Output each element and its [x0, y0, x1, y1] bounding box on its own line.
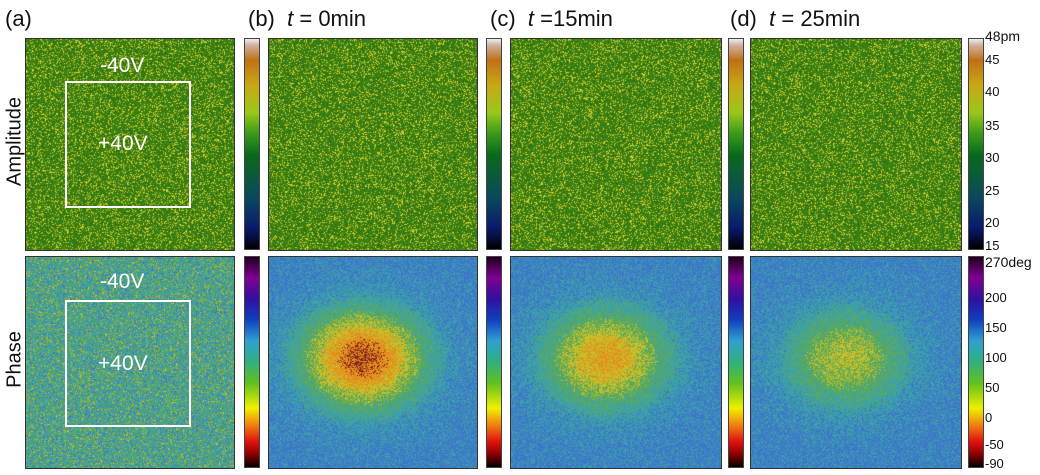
phase-tick: 0	[985, 410, 992, 425]
time: = 0min	[293, 6, 366, 31]
phase-colorbar-c	[728, 256, 744, 468]
row-label-amplitude: Amplitude	[4, 92, 27, 192]
phase-image-c	[510, 256, 722, 469]
amp-tick: 48pm	[985, 28, 1020, 44]
amp-tick: 25	[985, 183, 999, 198]
panel-label-b: (b) t = 0min	[248, 6, 366, 32]
phase-colorbar-b	[486, 256, 502, 468]
phase-tick: 100	[985, 350, 1007, 365]
phase-colorbar-d	[968, 256, 984, 468]
time: = 25min	[775, 6, 860, 31]
phase-tick: 270deg	[985, 254, 1032, 270]
phase-colorbar-a	[244, 256, 260, 468]
amp-tick: 20	[985, 215, 999, 230]
panel-label-c: (c) t =15min	[490, 6, 613, 32]
phase-tick: 200	[985, 290, 1007, 305]
label: (d)	[730, 6, 757, 31]
pos-voltage-label-amplitude: +40V	[98, 132, 148, 156]
phase-tick: -50	[985, 437, 1004, 452]
phase-image-d	[750, 256, 962, 469]
amplitude-image-c	[510, 38, 722, 251]
amplitude-colorbar-a	[244, 38, 260, 250]
phase-tick: 150	[985, 320, 1007, 335]
label: (c)	[490, 6, 516, 31]
pos-voltage-label-phase: +40V	[98, 352, 148, 376]
amp-tick: 30	[985, 150, 999, 165]
amplitude-colorbar-b	[486, 38, 502, 250]
panel-label-d: (d) t = 25min	[730, 6, 860, 32]
time: =15min	[534, 6, 613, 31]
amp-tick: 40	[985, 84, 999, 99]
neg-voltage-label-phase: -40V	[100, 270, 144, 294]
amp-tick: 15	[985, 238, 999, 253]
amplitude-image-d	[750, 38, 962, 251]
phase-tick: 50	[985, 380, 999, 395]
panel-label-a: (a)	[5, 6, 32, 32]
neg-voltage-label-amplitude: -40V	[100, 54, 144, 78]
amplitude-colorbar-c	[728, 38, 744, 250]
amplitude-image-b	[268, 38, 478, 251]
label: (b)	[248, 6, 275, 31]
row-label-phase: Phase	[4, 310, 27, 410]
phase-tick: -90	[985, 456, 1004, 471]
phase-image-b	[268, 256, 478, 469]
amplitude-colorbar-d	[968, 38, 984, 250]
amp-tick: 45	[985, 52, 999, 67]
amp-tick: 35	[985, 118, 999, 133]
